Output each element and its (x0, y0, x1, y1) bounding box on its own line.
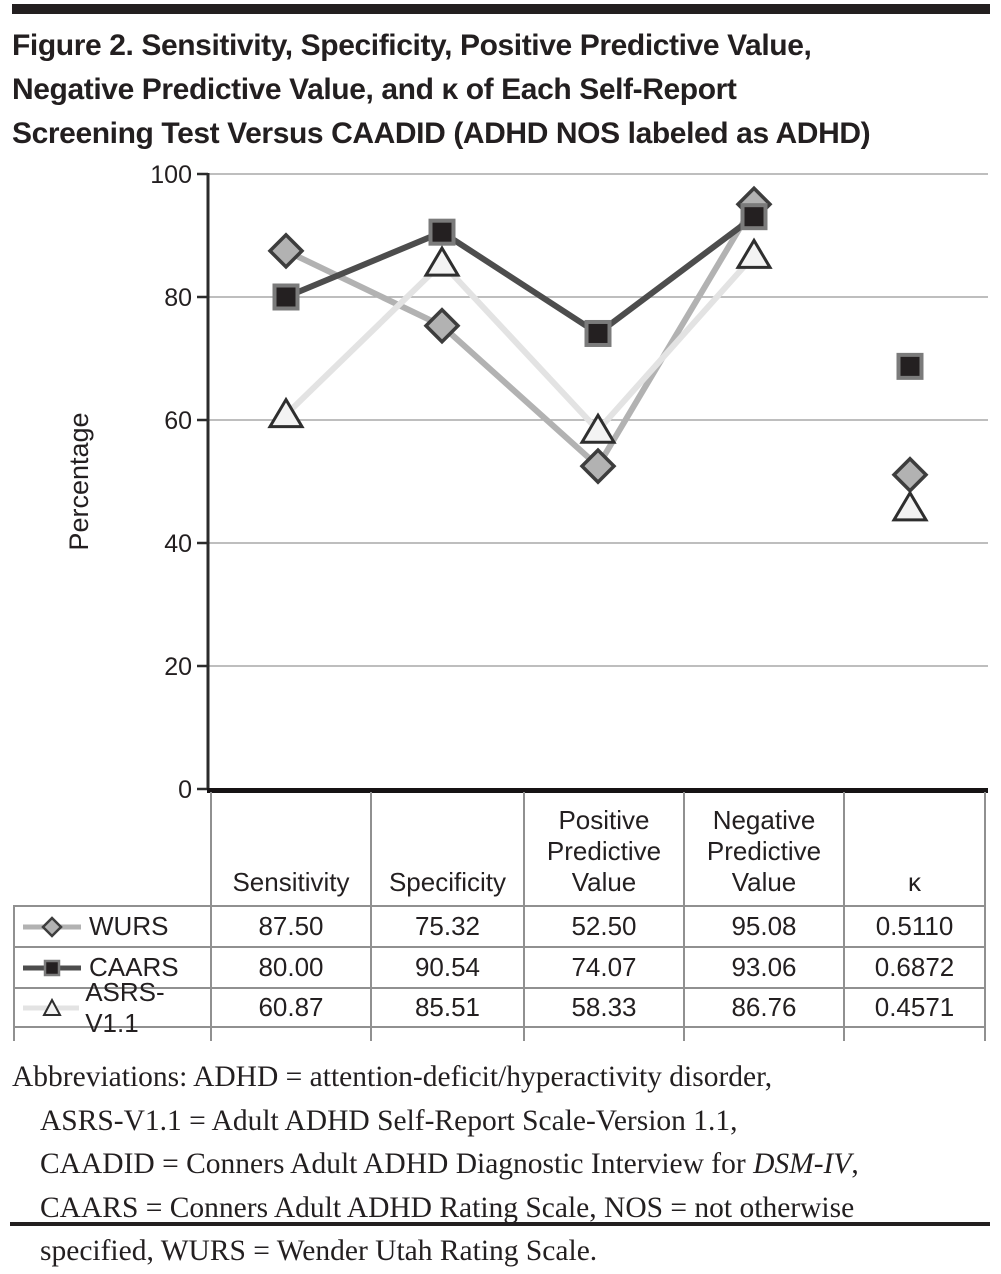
header-cell-legend (13, 792, 210, 905)
data-table: Sensitivity Specificity Positive Predict… (13, 792, 986, 1038)
series-asrs-v1.1-line (283, 253, 757, 435)
series-caars-line (284, 214, 756, 338)
bottom-rule (10, 1222, 990, 1226)
abbreviations-line: CAARS = Conners Adult ADHD Rating Scale,… (40, 1191, 855, 1224)
series-asrs-v1.1-markers (267, 237, 929, 522)
header-cell-sensitivity: Sensitivity (210, 792, 370, 905)
wurs-legend-marker (23, 915, 81, 938)
table-border-stub (843, 1028, 845, 1041)
header-cell-specificity: Specificity (370, 792, 523, 905)
legend-cell-caars: CAARS (13, 946, 210, 987)
table-border-stub (984, 1028, 986, 1041)
table-cell: 0.4571 (843, 987, 986, 1028)
table-cell: 87.50 (210, 905, 370, 946)
row-label-caars: CAARS (89, 952, 179, 982)
caars-legend-marker (23, 959, 81, 976)
figure-title-line-3: Screening Test Versus CAADID (ADHD NOS l… (12, 117, 871, 150)
figure-title-line-2: Negative Predictive Value, and κ of Each… (12, 73, 737, 106)
series-caars-markers (272, 203, 924, 380)
table-cell: 93.06 (683, 946, 843, 987)
table-cell: 0.6872 (843, 946, 986, 987)
table-cell: 52.50 (523, 905, 683, 946)
abbreviations-line: specified, WURS = Wender Utah Rating Sca… (40, 1235, 598, 1267)
y-axis: 0 20 40 60 80 100 (150, 161, 210, 798)
y-tick-label: 60 (164, 407, 192, 435)
header-cell-ppv: Positive Predictive Value (523, 792, 683, 905)
legend-cell-asrs: ASRS-V1.1 (13, 977, 210, 1038)
figure-title-line-1: Figure 2. Sensitivity, Specificity, Posi… (12, 29, 812, 62)
y-tick-label: 40 (164, 530, 192, 558)
row-label-wurs: WURS (89, 911, 169, 941)
table-cell: 85.51 (370, 987, 523, 1028)
legend-cell-wurs: WURS (13, 905, 210, 946)
row-label-asrs: ASRS-V1.1 (85, 976, 165, 1038)
y-tick-label: 0 (178, 776, 192, 798)
y-tick-label: 80 (164, 284, 192, 312)
header-cell-kappa: κ (843, 792, 986, 905)
table-cell: 58.33 (523, 987, 683, 1028)
abbreviations: Abbreviations: ADHD = attention-deficit/… (12, 1056, 990, 1274)
table-cell: 74.07 (523, 946, 683, 987)
table-cell: 0.5110 (843, 905, 986, 946)
y-axis-label: Percentage (64, 412, 94, 550)
table-border-stub (210, 1028, 212, 1041)
table-cell: 86.76 (683, 987, 843, 1028)
abbreviations-line: ASRS-V1.1 = Adult ADHD Self-Report Scale… (40, 1104, 738, 1137)
y-tick-label: 100 (150, 161, 192, 189)
line-chart: 0 20 40 60 80 100 Percentage (64, 161, 988, 798)
table-cell: 90.54 (370, 946, 523, 987)
table-cell: 60.87 (210, 987, 370, 1028)
table-border-stub (13, 1028, 15, 1041)
asrs-legend-marker (23, 997, 80, 1016)
header-cell-npv: Negative Predictive Value (683, 792, 843, 905)
abbreviations-line: Abbreviations: ADHD = attention-deficit/… (12, 1061, 773, 1093)
table-cell: 75.32 (370, 905, 523, 946)
table-cell: 95.08 (683, 905, 843, 946)
italic-dsm-iv: DSM-IV (753, 1148, 852, 1180)
table-cell: 80.00 (210, 946, 370, 987)
abbreviations-line: CAADID = Conners Adult ADHD Diagnostic I… (40, 1148, 859, 1180)
series-wurs-line (284, 202, 757, 471)
y-tick-label: 20 (164, 653, 192, 681)
figure-title: Figure 2. Sensitivity, Specificity, Posi… (12, 24, 997, 156)
top-rule (12, 4, 990, 14)
table-border-stub (683, 1028, 685, 1041)
table-border-stub (523, 1028, 525, 1041)
table-border-stub (370, 1028, 372, 1041)
